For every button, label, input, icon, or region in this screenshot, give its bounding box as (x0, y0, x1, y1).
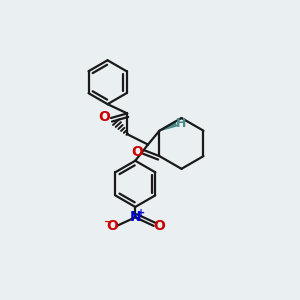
Text: H: H (176, 117, 186, 130)
Polygon shape (160, 122, 176, 131)
Text: −: − (104, 217, 113, 227)
Text: +: + (137, 208, 145, 218)
Text: O: O (131, 145, 143, 158)
Text: O: O (99, 110, 110, 124)
Text: O: O (106, 219, 118, 233)
Text: O: O (153, 219, 165, 233)
Text: N: N (130, 210, 141, 224)
